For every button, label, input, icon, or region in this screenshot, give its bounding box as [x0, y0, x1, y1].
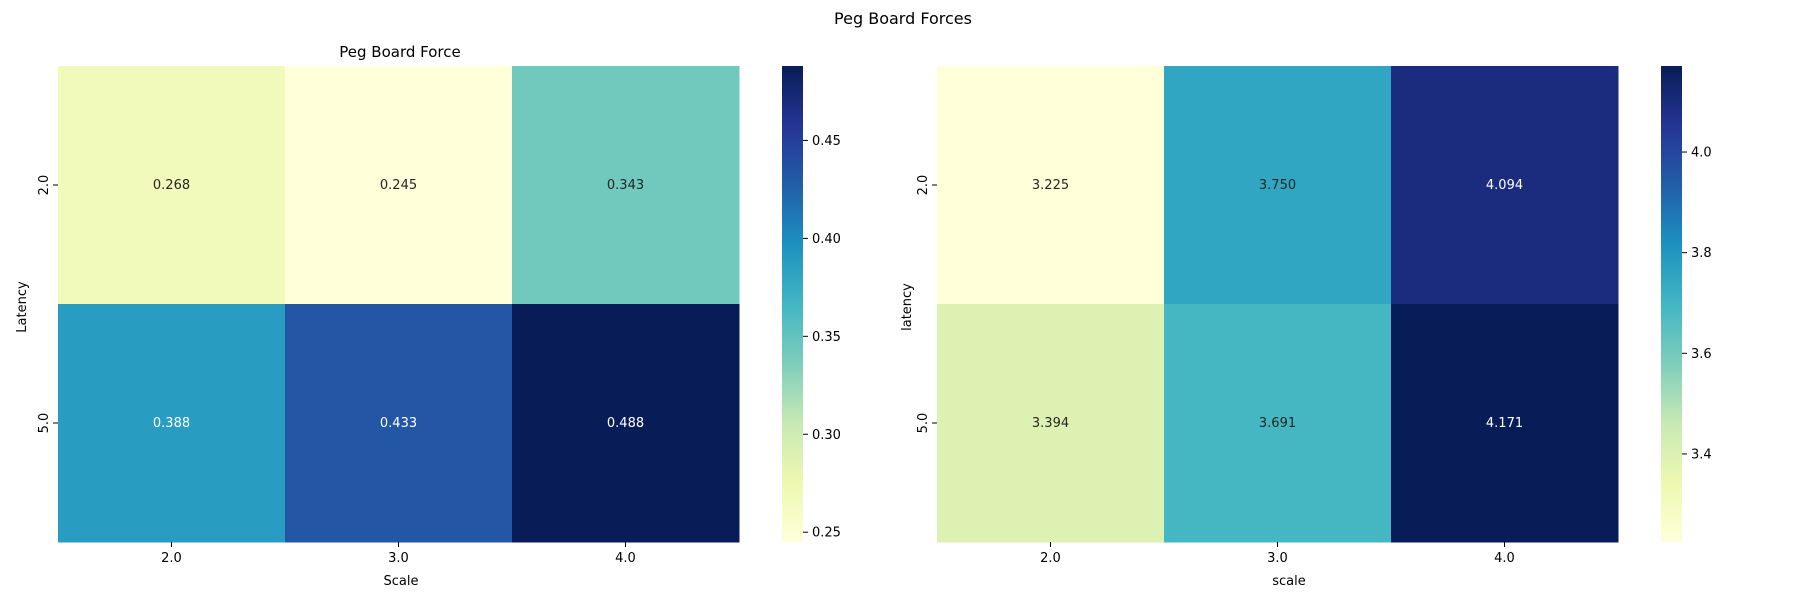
cell-value-label: 0.245 [380, 178, 417, 193]
colorbar-tick-label: 0.40 [812, 232, 841, 247]
heatmap-2-cells: 3.225 3.750 4.094 3.394 3.691 4.171 [937, 66, 1619, 543]
colorbar-tick-label: 0.30 [812, 428, 841, 443]
colorbar-tick-label: 0.25 [812, 526, 841, 541]
y-tick-label: 2.0 [37, 175, 52, 196]
heatmap-2-colorbar: 3.4 3.6 3.8 4.0 [1661, 66, 1712, 542]
cell-value-label: 3.691 [1259, 416, 1296, 431]
heatmap-cell [58, 304, 286, 543]
heatmap-1-ylabel: Latency [15, 281, 30, 333]
x-tick-label: 4.0 [615, 551, 636, 566]
heatmap-2-xlabel: scale [1272, 574, 1306, 589]
heatmap-cell [1391, 304, 1619, 543]
cell-value-label: 3.394 [1032, 416, 1069, 431]
colorbar-tick-label: 3.6 [1691, 347, 1712, 362]
heatmap-1-title: Peg Board Force [339, 43, 460, 61]
colorbar-tick-label: 3.8 [1691, 246, 1712, 261]
y-tick-label: 2.0 [916, 175, 931, 196]
heatmap-cell [285, 304, 513, 543]
y-tick-label: 5.0 [916, 413, 931, 434]
cell-value-label: 3.750 [1259, 178, 1296, 193]
heatmap-cell [58, 66, 286, 305]
figure-title: Peg Board Forces [834, 9, 972, 28]
cell-value-label: 3.225 [1032, 178, 1069, 193]
heatmap-1-colorbar: 0.25 0.30 0.35 0.40 0.45 [782, 66, 841, 542]
cell-value-label: 0.488 [607, 416, 644, 431]
heatmap-1-xlabel: Scale [384, 574, 419, 589]
heatmap-cell [1164, 304, 1392, 543]
x-tick-label: 3.0 [1267, 551, 1288, 566]
x-tick-label: 4.0 [1494, 551, 1515, 566]
heatmap-cell [512, 304, 740, 543]
heatmap-2-ticks: 2.0 3.0 4.0 2.0 5.0 [916, 175, 1515, 566]
cell-value-label: 0.433 [380, 416, 417, 431]
heatmap-cell [1391, 66, 1619, 305]
heatmap-2-ylabel: latency [900, 283, 915, 331]
heatmap-cell [937, 66, 1165, 305]
heatmap-cell [285, 66, 513, 305]
cell-value-label: 0.388 [153, 416, 190, 431]
heatmap-1-ticks: 2.0 3.0 4.0 2.0 5.0 [37, 175, 636, 566]
x-tick-label: 2.0 [1040, 551, 1061, 566]
heatmap-1: Peg Board Force 0.268 0.245 0.343 0.388 0.43… [15, 43, 841, 589]
x-tick-label: 3.0 [388, 551, 409, 566]
cell-value-label: 4.094 [1486, 178, 1523, 193]
heatmap-2: 3.225 3.750 4.094 3.394 3.691 4.171 2.0 3.0 4.0… [900, 66, 1712, 589]
colorbar-tick-label: 4.0 [1691, 146, 1712, 161]
heatmap-cell [937, 304, 1165, 543]
cell-value-label: 4.171 [1486, 416, 1523, 431]
heatmap-cell [512, 66, 740, 305]
colorbar-tick-label: 0.35 [812, 330, 841, 345]
y-tick-label: 5.0 [37, 413, 52, 434]
heatmap-cell [1164, 66, 1392, 305]
cell-value-label: 0.268 [153, 178, 190, 193]
cell-value-label: 0.343 [607, 178, 644, 193]
colorbar-tick-label: 3.4 [1691, 447, 1712, 462]
heatmap-1-cells: 0.268 0.245 0.343 0.388 0.433 0.488 [58, 66, 740, 543]
x-tick-label: 2.0 [161, 551, 182, 566]
colorbar-gradient [1661, 66, 1682, 542]
colorbar-gradient [782, 66, 803, 542]
colorbar-tick-label: 0.45 [812, 134, 841, 149]
